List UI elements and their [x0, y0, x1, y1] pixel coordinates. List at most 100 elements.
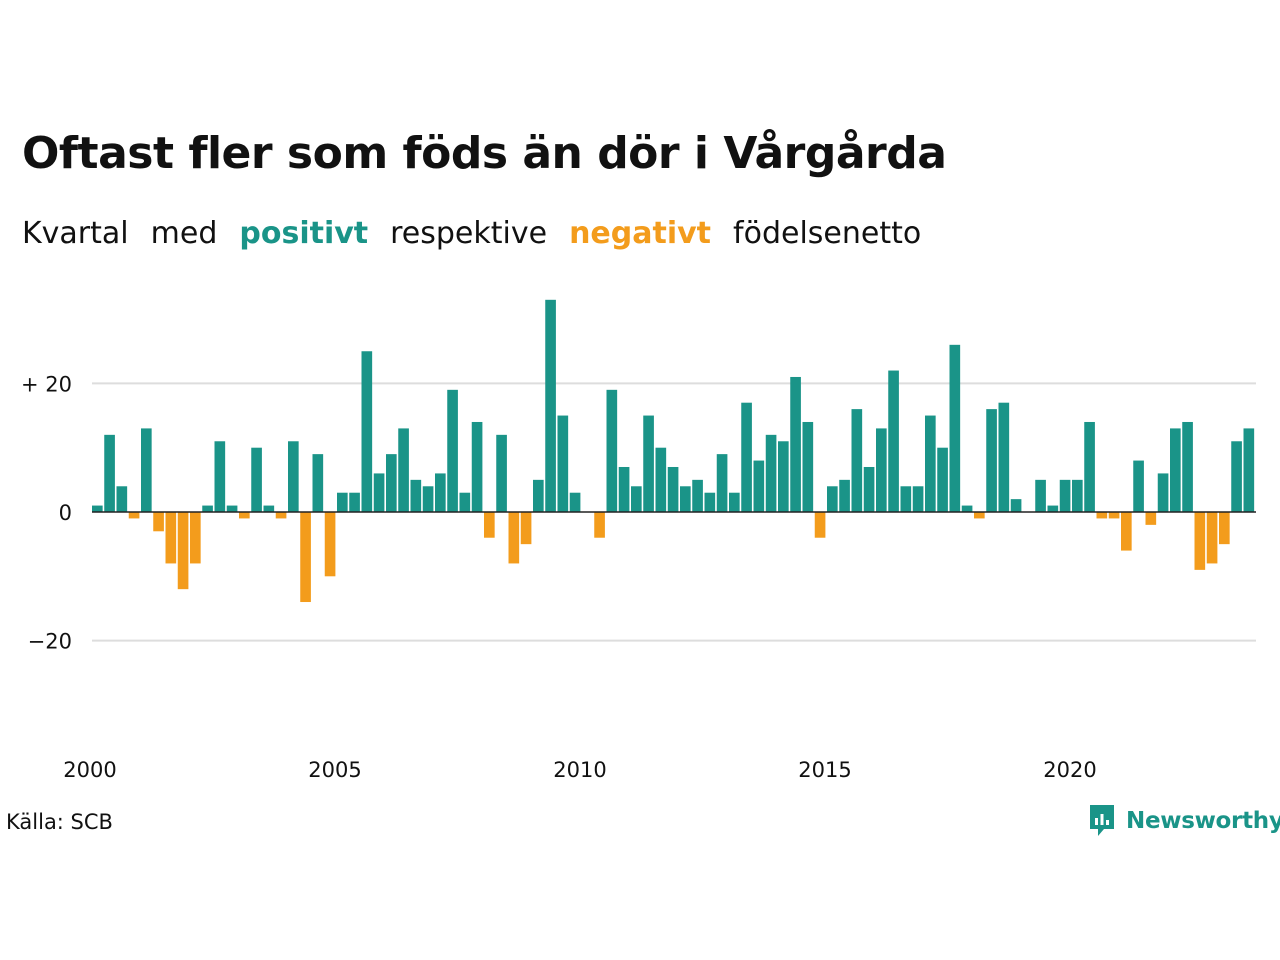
- bar-negative: [128, 512, 140, 519]
- bar-positive: [459, 492, 471, 512]
- bar-positive: [116, 486, 128, 512]
- bar-negative: [1096, 512, 1108, 519]
- x-tick-label: 2010: [553, 758, 606, 782]
- bar-positive: [569, 492, 581, 512]
- bar-positive: [765, 434, 777, 512]
- bar-positive: [888, 370, 899, 512]
- bar-positive: [741, 402, 752, 512]
- bar-positive: [692, 479, 703, 512]
- bar-positive: [214, 441, 226, 512]
- bar-positive: [778, 441, 789, 512]
- bar-negative: [1194, 512, 1206, 570]
- bar-positive: [753, 460, 765, 512]
- bar-chart: + 20 0 −20 2000 2005 2010 2015 2020: [21, 299, 1256, 782]
- bar-positive: [839, 479, 850, 512]
- bar-positive: [410, 479, 422, 512]
- bar-positive: [533, 479, 544, 512]
- bar-positive: [251, 447, 262, 512]
- bar-positive: [876, 428, 887, 512]
- y-tick-label: −20: [28, 630, 72, 654]
- bar-positive: [545, 299, 556, 512]
- bar-negative: [508, 512, 520, 564]
- bar-negative: [484, 512, 495, 538]
- bar-positive: [851, 409, 863, 512]
- bar-negative: [814, 512, 826, 538]
- bar-positive: [263, 505, 275, 512]
- bar-positive: [704, 492, 716, 512]
- bar-negative: [1219, 512, 1230, 545]
- bar-positive: [312, 454, 324, 512]
- bar-positive: [912, 486, 924, 512]
- bar-positive: [1133, 460, 1144, 512]
- y-tick-label: 0: [59, 501, 72, 525]
- newsworthy-logo-icon: [1090, 805, 1114, 836]
- bar-negative: [275, 512, 287, 519]
- bar-negative: [594, 512, 605, 538]
- bar-positive: [1084, 421, 1095, 512]
- bar-positive: [422, 486, 434, 512]
- bar-positive: [925, 415, 936, 512]
- bar-positive: [1047, 505, 1059, 512]
- bar-positive: [863, 466, 875, 512]
- bar-positive: [496, 434, 507, 512]
- x-tick-label: 2000: [63, 758, 116, 782]
- bar-positive: [1231, 441, 1242, 512]
- bar-positive: [643, 415, 654, 512]
- bar-negative: [165, 512, 177, 564]
- x-tick-label: 2015: [798, 758, 851, 782]
- bar-positive: [1059, 479, 1071, 512]
- bar-negative: [300, 512, 311, 603]
- bar-positive: [471, 421, 483, 512]
- bar-positive: [1243, 428, 1255, 512]
- bar-positive: [435, 473, 446, 512]
- bar-negative: [177, 512, 189, 590]
- y-tick-label: + 20: [21, 372, 72, 396]
- bar-positive: [949, 344, 961, 512]
- bar-positive: [226, 505, 238, 512]
- bar-positive: [827, 486, 838, 512]
- bar-positive: [998, 402, 1010, 512]
- bar-positive: [447, 389, 458, 512]
- bar-positive: [141, 428, 152, 512]
- bar-positive: [398, 428, 409, 512]
- chart-title: Oftast fler som föds än dör i Vårgårda: [22, 128, 947, 179]
- x-tick-label: 2005: [308, 758, 361, 782]
- bar-positive: [386, 454, 397, 512]
- bar-layer: [92, 299, 1255, 603]
- subtitle-negative-label: negativt: [569, 216, 712, 251]
- bar-positive: [1035, 479, 1046, 512]
- bar-positive: [1010, 499, 1022, 512]
- bar-positive: [655, 447, 667, 512]
- bar-positive: [790, 376, 801, 512]
- bar-positive: [373, 473, 385, 512]
- bar-negative: [324, 512, 336, 577]
- bar-negative: [190, 512, 201, 564]
- bar-positive: [802, 421, 814, 512]
- axis-layer: + 20 0 −20 2000 2005 2010 2015 2020: [21, 372, 1256, 782]
- bar-positive: [1182, 421, 1193, 512]
- subtitle-positive-label: positivt: [239, 216, 369, 251]
- bar-negative: [153, 512, 164, 532]
- bar-positive: [104, 434, 115, 512]
- bar-positive: [680, 486, 691, 512]
- bar-positive: [937, 447, 948, 512]
- bar-positive: [557, 415, 569, 512]
- bar-positive: [606, 389, 618, 512]
- subtitle-word: respektive: [390, 216, 548, 251]
- x-tick-label: 2020: [1043, 758, 1096, 782]
- bar-positive: [986, 409, 997, 512]
- bar-positive: [667, 466, 679, 512]
- bar-negative: [974, 512, 985, 519]
- bar-negative: [520, 512, 532, 545]
- subtitle-word: födelsenetto: [733, 216, 922, 251]
- source-note: Källa: SCB: [6, 810, 113, 834]
- bar-positive: [349, 492, 360, 512]
- bar-negative: [1145, 512, 1157, 525]
- bar-positive: [631, 486, 642, 512]
- brand-logo: Newsworthy: [1088, 803, 1280, 839]
- subtitle-word: Kvartal: [22, 216, 129, 251]
- bar-positive: [618, 466, 630, 512]
- bar-positive: [202, 505, 213, 512]
- bar-positive: [337, 492, 348, 512]
- chart-subtitle: Kvartal med positivt respektive negativt föde…: [22, 216, 943, 251]
